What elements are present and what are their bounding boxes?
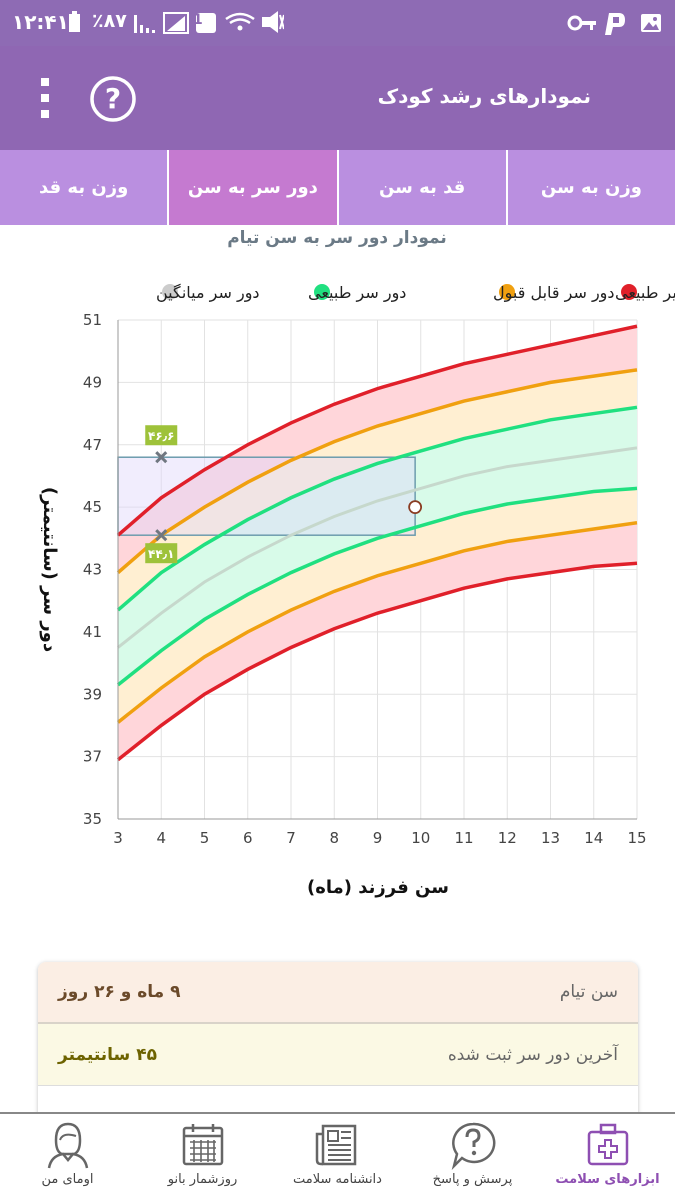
x-tick-label: 13 [541,829,560,847]
y-tick-label: 41 [83,623,102,641]
status-bar: ۱۲:۴۱ ٪۸۷ 1 [0,0,675,46]
tab-weight-for-age[interactable]: وزن به سن [505,150,675,225]
battery-icon [69,11,80,32]
bottom-nav: ابزارهای سلامت پرسش و پاسخ دانشنامه سلام… [0,1112,675,1200]
x-tick-label: 11 [454,829,473,847]
selection-box [117,456,416,536]
overflow-menu-icon[interactable] [30,76,60,120]
sim-badge: 1 [193,12,203,28]
help-icon [90,76,136,122]
nav-label: ابزارهای سلامت [555,1172,660,1187]
legend-swatch [499,284,515,300]
x-tick-label: 14 [584,829,603,847]
series-line-average [117,446,638,649]
nav-my-profile[interactable]: اومای من [0,1114,135,1200]
head-row: آخرین دور سر ثبت شده ۴۵ سانتیمتر [38,1024,638,1086]
nav-label: اومای من [41,1172,94,1187]
x-tick-label: 5 [200,829,210,847]
marker-label-bg [145,425,178,446]
calendar-icon [182,1124,223,1166]
nav-qa[interactable]: پرسش و پاسخ [405,1114,540,1200]
x-tick-label: 9 [373,829,383,847]
series-line-orange_upper [116,368,638,574]
x-tick-label: 15 [627,829,646,847]
series-line-red_upper [116,324,638,537]
y-tick-label: 43 [83,561,102,579]
info-card: سن تیام ۹ ماه و ۲۶ روز آخرین دور سر ثبت … [38,962,638,1122]
y-tick-label: 51 [83,311,102,329]
nav-label: پرسش و پاسخ [432,1172,513,1187]
status-time: ۱۲:۴۱ [12,10,69,34]
battery-percent: ٪۸۷ [92,10,127,32]
y-tick-label: 47 [83,436,102,454]
legend-swatch [162,284,178,300]
head-value: ۴۵ سانتیمتر [58,1044,157,1065]
series-line-orange_lower [116,520,638,724]
x-tick-label: 3 [113,829,123,847]
x-tick-label: 8 [329,829,339,847]
page-title: نمودارهای رشد کودک [377,84,591,108]
age-row: سن تیام ۹ ماه و ۲۶ روز [38,962,638,1024]
legend-label: دور سر طبیعی [308,283,406,303]
age-value: ۹ ماه و ۲۶ روز [58,982,181,1002]
x-tick-label: 10 [411,829,430,847]
marker-label: ۴۶٫۶ [148,429,174,443]
question-bubble-icon [451,1122,495,1170]
y-tick-label: 49 [83,373,102,391]
status-right-icons [567,13,661,35]
series-line-red_lower [116,561,638,762]
chart-title: نمودار دور سر به سن تیام [227,228,447,248]
legend-label: دور سر قابل قبول [493,283,615,303]
marker-x [155,529,168,542]
legend-swatch [314,284,330,300]
series-line-green_lower [116,486,638,687]
legend-label: دور سر میانگین [156,283,260,303]
nav-encyclopedia[interactable]: دانشنامه سلامت [270,1114,405,1200]
y-tick-label: 39 [83,685,102,703]
help-button[interactable]: ? [88,74,138,124]
help-glyph: ? [104,82,122,115]
nav-label: دانشنامه سلامت [293,1172,382,1187]
y-tick-label: 35 [83,810,102,828]
measurement-point [408,500,423,515]
head-label: آخرین دور سر ثبت شده [447,1044,618,1065]
x-tick-label: 7 [286,829,296,847]
series-line-green_upper [116,405,638,612]
y-tick-label: 37 [83,748,102,766]
legend-label: غیر طبیعی [615,283,675,303]
newspaper-icon [315,1124,356,1166]
marker-x [155,451,168,464]
nav-label: روزشمار بانو [167,1172,238,1187]
y-tick-label: 45 [83,498,102,516]
x-tick-label: 12 [498,829,517,847]
x-axis-title: سن فرزند (ماه) [307,877,449,898]
age-label: سن تیام [559,982,618,1002]
tab-bar: وزن به قد دور سر به سن قد به سن وزن به س… [0,150,675,225]
tab-height-for-age[interactable]: قد به سن [336,150,506,225]
medical-kit-icon [587,1123,628,1166]
signal-icons [134,11,284,34]
legend-swatch [621,284,637,300]
user-avatar-icon [47,1122,88,1169]
nav-calendar[interactable]: روزشمار بانو [135,1114,270,1200]
x-tick-label: 6 [243,829,253,847]
app-bar: ? نمودارهای رشد کودک [0,46,675,150]
marker-label: ۴۴٫۱ [148,547,174,561]
marker-label-bg [145,543,178,564]
x-tick-label: 4 [156,829,166,847]
nav-health-tools[interactable]: ابزارهای سلامت [540,1114,675,1200]
tab-head-for-age[interactable]: دور سر به سن [167,150,337,225]
tab-weight-for-height[interactable]: وزن به قد [38,177,129,198]
y-axis-title: دور سر (سانتیمتر) [39,487,60,652]
band-normal [118,407,637,685]
